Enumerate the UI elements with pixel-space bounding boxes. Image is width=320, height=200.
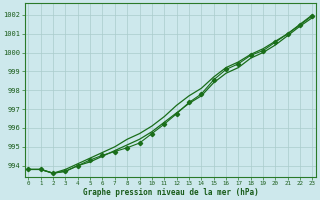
X-axis label: Graphe pression niveau de la mer (hPa): Graphe pression niveau de la mer (hPa) <box>83 188 258 197</box>
